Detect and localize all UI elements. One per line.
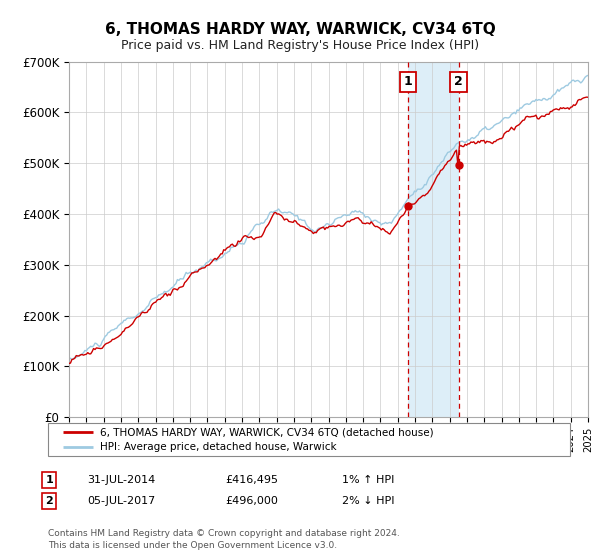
Text: £416,495: £416,495 [225, 475, 278, 485]
Text: HPI: Average price, detached house, Warwick: HPI: Average price, detached house, Warw… [100, 442, 337, 452]
Text: 2% ↓ HPI: 2% ↓ HPI [342, 496, 395, 506]
Text: 31-JUL-2014: 31-JUL-2014 [87, 475, 155, 485]
Text: 1% ↑ HPI: 1% ↑ HPI [342, 475, 394, 485]
Text: 1: 1 [403, 76, 412, 88]
Text: 1: 1 [46, 475, 53, 485]
Text: 6, THOMAS HARDY WAY, WARWICK, CV34 6TQ (detached house): 6, THOMAS HARDY WAY, WARWICK, CV34 6TQ (… [100, 427, 434, 437]
Text: £496,000: £496,000 [225, 496, 278, 506]
Text: 05-JUL-2017: 05-JUL-2017 [87, 496, 155, 506]
Text: 2: 2 [46, 496, 53, 506]
Text: 6, THOMAS HARDY WAY, WARWICK, CV34 6TQ: 6, THOMAS HARDY WAY, WARWICK, CV34 6TQ [104, 22, 496, 38]
Bar [408, 62, 458, 417]
Text: 2: 2 [454, 76, 463, 88]
Text: Contains HM Land Registry data © Crown copyright and database right 2024.: Contains HM Land Registry data © Crown c… [48, 529, 400, 538]
Text: Price paid vs. HM Land Registry's House Price Index (HPI): Price paid vs. HM Land Registry's House … [121, 39, 479, 52]
Text: This data is licensed under the Open Government Licence v3.0.: This data is licensed under the Open Gov… [48, 542, 337, 550]
